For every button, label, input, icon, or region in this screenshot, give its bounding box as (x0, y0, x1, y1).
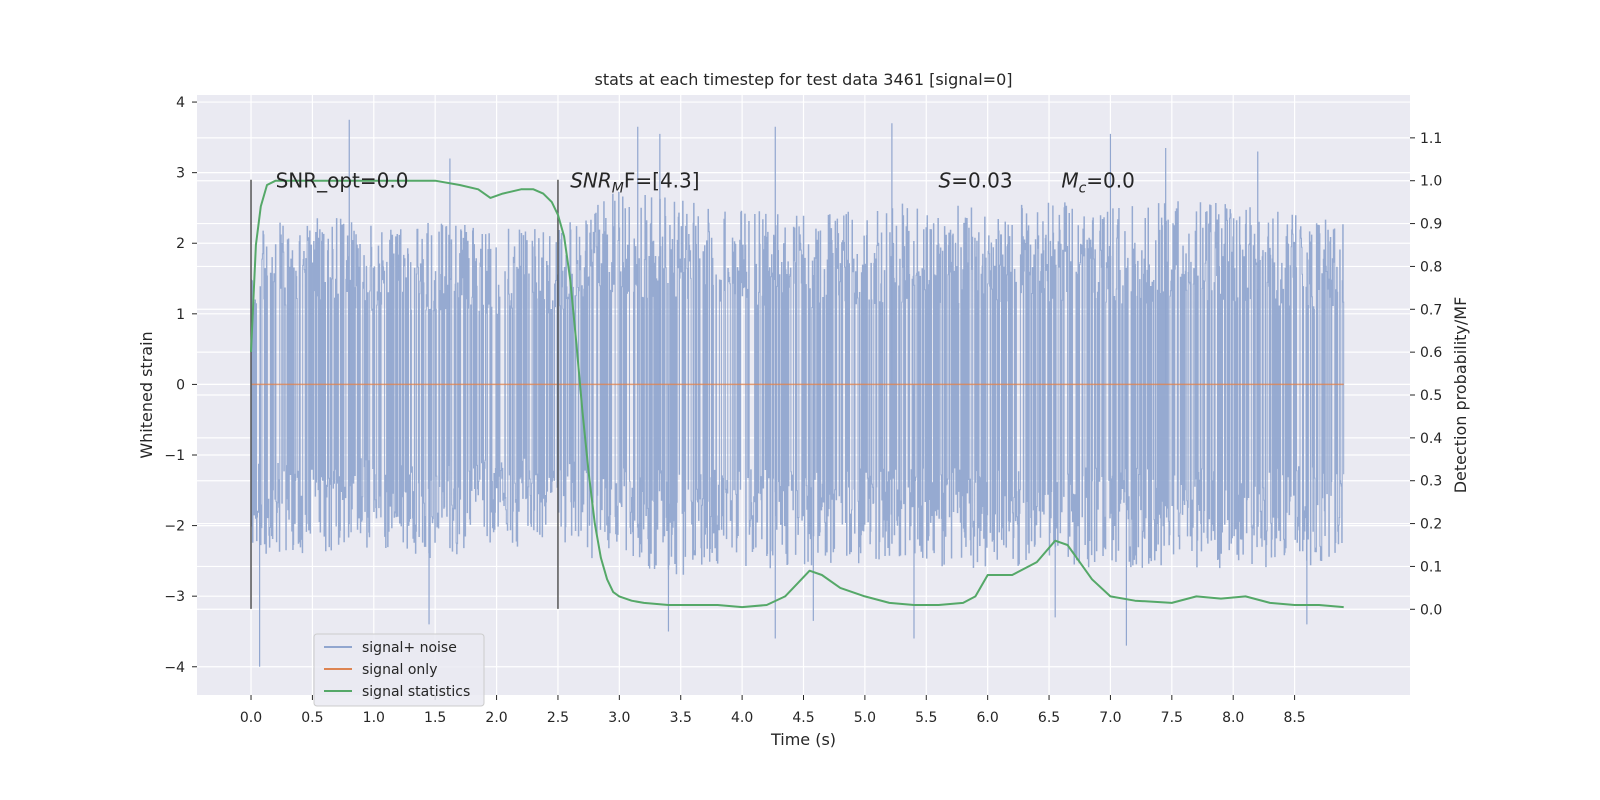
plot-content (250, 119, 1345, 667)
x-tick-label: 5.0 (854, 710, 876, 726)
series-signal-statistics (250, 179, 1344, 609)
y-tick-label: −3 (164, 589, 185, 605)
annotation-main: SNR (570, 169, 612, 193)
annotation-1: SNRMF=[4.3] (570, 169, 699, 197)
x-tick-label: 4.5 (792, 710, 814, 726)
legend-label: signal+ noise (362, 640, 457, 656)
signal-statistics-line (250, 179, 1344, 609)
y2-tick-label: 0.7 (1420, 302, 1442, 318)
y2-axis-label: Detection probability/MF (1451, 297, 1470, 494)
y2-axis-ticks: 1.1 1.0 0.9 0.8 0.7 0.6 0.5 0.4 0.3 0.2 0.1 0.0 (1410, 131, 1442, 618)
x-axis-label: Time (s) (770, 730, 836, 749)
x-tick-label: 6.0 (977, 710, 999, 726)
x-tick-label: 2.5 (547, 710, 569, 726)
y-tick-label: −4 (164, 660, 185, 676)
y-tick-label: 3 (176, 166, 185, 182)
x-tick-label: 3.5 (670, 710, 692, 726)
y2-tick-label: 0.5 (1420, 388, 1442, 404)
y-axis-ticks: 4 3 2 1 0 −1 −2 −3 −4 (164, 95, 197, 676)
chart-title: stats at each timestep for test data 346… (594, 70, 1012, 89)
noise-trace (250, 191, 1345, 575)
y2-tick-label: 0.4 (1420, 431, 1442, 447)
legend: signal+ noise signal only signal statistic… (313, 633, 485, 707)
annotation-tail: =0.03 (951, 169, 1012, 193)
x-tick-label: 2.0 (485, 710, 507, 726)
y2-tick-label: 1.0 (1420, 174, 1442, 190)
annotations: SNR_opt=0.0 SNRMF=[4.3] S=0.03 Mc=0.0 (276, 169, 1135, 197)
annotation-main: S (939, 169, 952, 193)
y2-tick-label: 0.2 (1420, 517, 1442, 533)
y2-tick-label: 0.6 (1420, 345, 1442, 361)
x-tick-label: 8.0 (1222, 710, 1244, 726)
y2-tick-label: 0.1 (1420, 559, 1442, 575)
y2-tick-label: 0.3 (1420, 474, 1442, 490)
annotation-main: M (1061, 169, 1078, 193)
y-tick-label: 4 (176, 95, 185, 111)
x-tick-label: 1.5 (424, 710, 446, 726)
x-tick-label: 7.5 (1161, 710, 1183, 726)
y-tick-label: 0 (176, 377, 185, 393)
x-tick-label: 1.0 (363, 710, 385, 726)
legend-box (313, 633, 485, 707)
y2-tick-label: 1.1 (1420, 131, 1442, 147)
y2-tick-label: 0.8 (1420, 259, 1442, 275)
annotation-sub: c (1079, 181, 1087, 197)
legend-label: signal statistics (362, 684, 470, 700)
x-tick-label: 0.0 (240, 710, 262, 726)
annotation-2: S=0.03 (939, 169, 1013, 193)
x-tick-label: 0.5 (301, 710, 323, 726)
x-tick-label: 3.0 (608, 710, 630, 726)
y2-tick-label: 0.9 (1420, 217, 1442, 233)
annotation-3: Mc=0.0 (1061, 169, 1135, 197)
segment-markers (250, 179, 559, 609)
y-tick-label: 2 (176, 236, 185, 252)
y-tick-label: −2 (164, 519, 185, 535)
x-tick-label: 5.5 (915, 710, 937, 726)
x-axis-ticks: 0.0 0.5 1.0 1.5 2.0 2.5 3.0 3.5 4.0 4.5 5.0 5.5 6.0 6… (240, 695, 1306, 726)
x-tick-label: 4.0 (731, 710, 753, 726)
y-tick-label: 1 (176, 307, 185, 323)
y-tick-label: −1 (164, 448, 185, 464)
annotation-tail: F=[4.3] (624, 169, 700, 193)
series-signal-plus-noise (250, 119, 1345, 667)
x-tick-label: 8.5 (1283, 710, 1305, 726)
legend-label: signal only (362, 662, 437, 678)
annotation-0: SNR_opt=0.0 (276, 169, 409, 193)
x-tick-label: 7.0 (1099, 710, 1121, 726)
annotation-tail: =0.0 (1086, 169, 1135, 193)
x-tick-label: 6.5 (1038, 710, 1060, 726)
annotation-sub: M (612, 181, 624, 197)
y2-tick-label: 0.0 (1420, 602, 1442, 618)
y-axis-label: Whitened strain (137, 331, 156, 458)
